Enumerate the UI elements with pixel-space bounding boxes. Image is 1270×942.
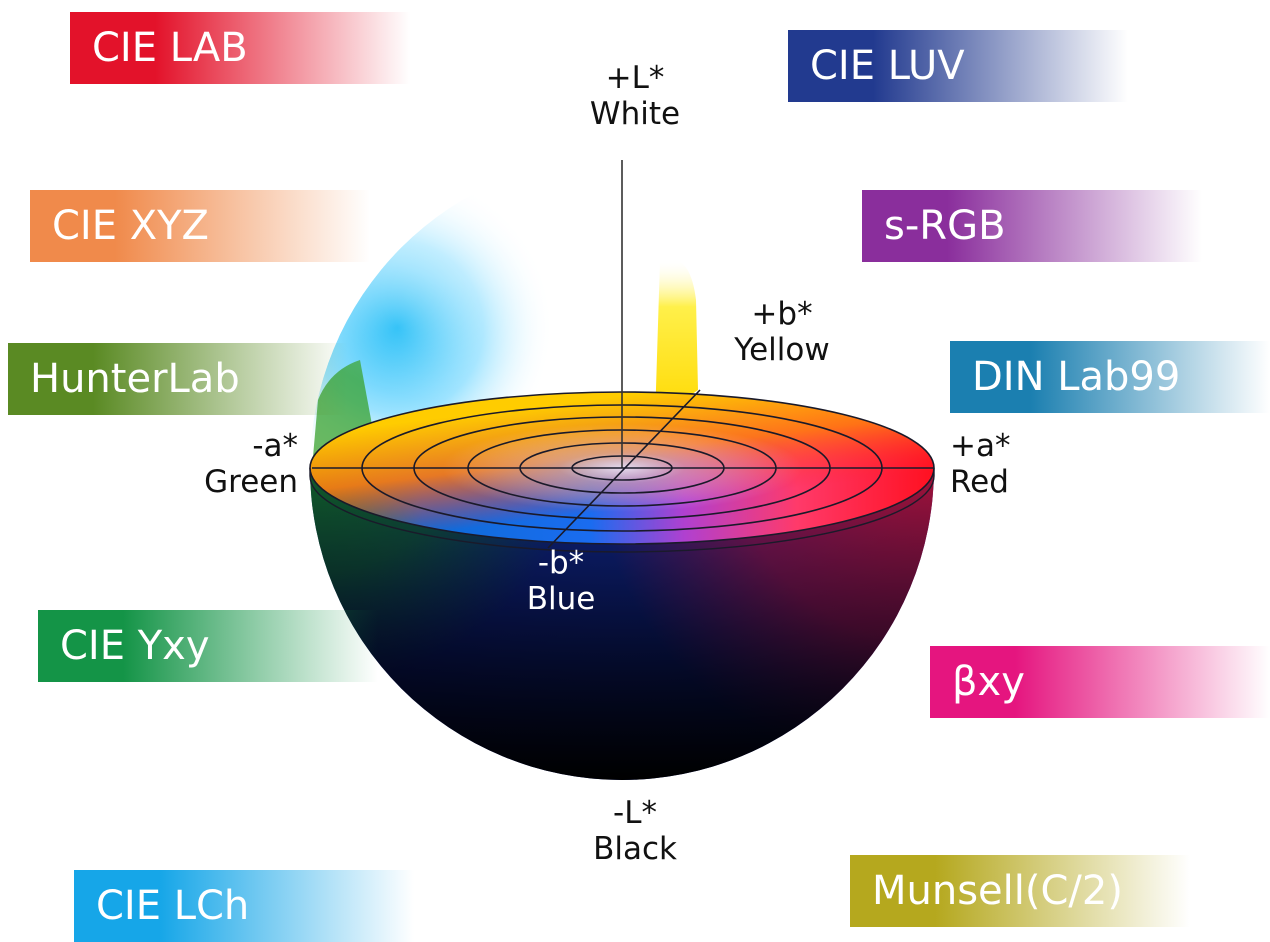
axis-symbol: -b* [537, 545, 585, 581]
tag-cie-xyz: CIE XYZ [30, 190, 370, 262]
tag-label: DIN Lab99 [972, 354, 1181, 400]
tag-s-rgb: s-RGB [862, 190, 1202, 262]
axis-label-green: -a* Green [168, 428, 298, 500]
tag-munsell: Munsell(C/2) [850, 855, 1190, 927]
tag-beta-xy: βxy [930, 646, 1270, 718]
axis-label-white: +L* White [560, 60, 710, 132]
axis-symbol: +b* [751, 296, 813, 332]
tag-label: HunterLab [30, 356, 240, 402]
axis-label-black: -L* Black [560, 795, 710, 867]
tag-cie-yxy: CIE Yxy [38, 610, 378, 682]
tag-label: CIE LUV [810, 43, 965, 89]
axis-symbol: -L* [613, 795, 657, 831]
axis-lines [312, 160, 934, 549]
tag-hunterlab: HunterLab [8, 343, 348, 415]
sphere-lower-hemisphere [310, 468, 934, 780]
tag-cie-luv: CIE LUV [788, 30, 1128, 102]
tag-cie-lab: CIE LAB [70, 12, 410, 84]
axis-label-yellow: +b* Yellow [712, 296, 852, 368]
axis-label-red: +a* Red [950, 428, 1060, 500]
sphere-upper-section [310, 156, 700, 468]
axis-name: Green [204, 464, 298, 500]
axis-label-blue: -b* Blue [496, 545, 626, 617]
tag-label: s-RGB [884, 203, 1006, 249]
tag-label: CIE LCh [96, 883, 250, 929]
tag-label: CIE XYZ [52, 203, 209, 249]
axis-symbol: +a* [950, 428, 1011, 464]
axis-symbol: -a* [252, 428, 298, 464]
tag-label: CIE LAB [92, 25, 248, 71]
axis-symbol: +L* [605, 60, 665, 96]
tag-label: βxy [952, 659, 1025, 705]
axis-name: Blue [526, 581, 596, 617]
tag-label: CIE Yxy [60, 623, 210, 669]
tag-label: Munsell(C/2) [872, 868, 1123, 914]
tag-cie-lch: CIE LCh [74, 870, 414, 942]
axis-name: Red [950, 464, 1009, 500]
axis-name: Black [593, 831, 677, 867]
axis-name: Yellow [734, 332, 830, 368]
axis-name: White [589, 96, 681, 132]
tag-din-lab99: DIN Lab99 [950, 341, 1270, 413]
